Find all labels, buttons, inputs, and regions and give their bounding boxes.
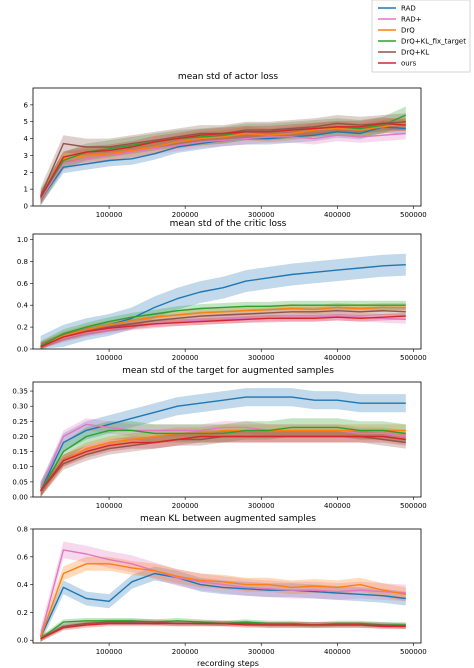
panel-1-ytick-label-6: 5: [24, 118, 28, 126]
panel-1-line-2: [40, 132, 406, 200]
panel-3-band-6: [40, 430, 406, 497]
panel-2: mean std of the critic loss 100000 200000…: [17, 219, 427, 362]
panel-1-line-6: [39, 122, 406, 198]
panel-1-band-5: [40, 113, 406, 205]
panel-1-ytick-label-3: 2: [24, 169, 28, 177]
panel-3-band-5: [40, 430, 406, 497]
panel-4-band-6: [40, 620, 406, 642]
panel-4-line-1: [39, 572, 406, 638]
panel-2-title: mean std of the critic loss: [170, 219, 287, 229]
panel-3-xtick-label-4: 400000: [324, 502, 351, 510]
panel-2-band-1: [40, 253, 406, 349]
panel-3-band-4: [40, 418, 406, 497]
panel-4-ytick-label-5: 0.8: [17, 526, 28, 534]
panel-4-xtick-label-3: 300000: [248, 648, 275, 656]
panel-2-band-2: [40, 311, 406, 349]
panel-2-line-4: [40, 304, 406, 347]
panel-4-line-6: [40, 622, 406, 640]
panel-1-xtick-label-3: 300000: [248, 211, 275, 219]
legend-label-5: DrQ+KL: [401, 49, 429, 57]
panel-4-ytick-label-1: 0.0: [17, 637, 28, 645]
panel-1-ytick-label-2: 1: [24, 186, 28, 194]
panel-2-ytick-label-2: 0.2: [17, 324, 28, 332]
panel-4-line-2: [39, 549, 406, 637]
panel-3-ytick-label-7: 0.30: [12, 403, 28, 411]
panel-3-ytick-label-4: 0.15: [12, 448, 28, 456]
panel-1-frame: [32, 87, 422, 207]
panel-4-xtick-label-4: 400000: [324, 648, 351, 656]
panel-2-ytick-label-4: 0.6: [17, 280, 29, 288]
panel-1-line-3: [39, 122, 406, 198]
panel-3-xtick-label-5: 500000: [400, 502, 427, 510]
panel-3-band-1: [40, 388, 406, 497]
panel-2-line-3: [40, 306, 406, 347]
panel-3-band-2: [40, 418, 406, 494]
panel-4-ytick-label-3: 0.4: [17, 581, 29, 589]
panel-3-xtick-label-2: 200000: [172, 502, 199, 510]
panel-4-ytick-label-4: 0.6: [17, 553, 29, 561]
panel-2-xtick-label-5: 500000: [400, 354, 427, 362]
panel-4-xtick-label-5: 500000: [400, 648, 427, 656]
panel-4-title: mean KL between augmented samples: [140, 514, 316, 524]
panel-2-ytick-label-3: 0.4: [17, 302, 29, 310]
panel-4-ytick-label-2: 0.2: [17, 609, 28, 617]
panel-4-band-3: [40, 556, 406, 643]
panel-3-line-3: [40, 429, 406, 492]
panel-2-line-2: [40, 315, 406, 348]
panel-4-frame: [32, 528, 422, 644]
panel-1-title: mean std of actor loss: [178, 72, 278, 82]
panel-3: mean std of the target for augmented sam…: [12, 366, 426, 510]
panel-1-xtick-label-5: 500000: [400, 211, 427, 219]
panel-3-title: mean std of the target for augmented sam…: [122, 366, 334, 376]
panel-4: mean KL between augmented samples 100000…: [17, 514, 427, 656]
panel-1-ytick-label-7: 6: [24, 101, 29, 109]
panel-1-band-4: [40, 106, 406, 206]
legend: RAD RAD+ DrQ DrQ+KL_fix_target DrQ+KL ours: [371, 0, 471, 73]
legend-label-3: DrQ: [401, 27, 415, 35]
panel-4-xtick-label-2: 200000: [172, 648, 199, 656]
panel-3-line-2: [39, 423, 406, 489]
x-axis-label: recording steps: [197, 659, 259, 668]
panel-3-xtick-label-3: 300000: [248, 502, 275, 510]
panel-2-xtick-label-4: 400000: [324, 354, 351, 362]
panel-1-ytick-label-1: 0: [24, 203, 28, 211]
panel-2-line-6: [40, 315, 406, 348]
panel-3-xtick-label-1: 100000: [96, 502, 123, 510]
panel-1-xtick-label-1: 100000: [96, 211, 123, 219]
panel-2-line-5: [40, 310, 406, 348]
panel-2-ytick-label-5: 0.8: [17, 258, 28, 266]
panel-1-xtick-label-4: 400000: [324, 211, 351, 219]
panel-3-ytick-label-1: 0.00: [12, 494, 28, 502]
panel-1-ytick-label-4: 3: [24, 152, 28, 160]
panel-2-xtick-label-3: 300000: [248, 354, 275, 362]
panel-2-frame: [32, 233, 422, 350]
panel-4-line-3: [39, 563, 406, 638]
legend-frame: [371, 0, 471, 73]
panel-3-line-6: [40, 435, 406, 492]
panel-1: mean std of actor loss 100000 200000 30000…: [24, 72, 427, 219]
panel-3-ytick-label-5: 0.20: [12, 433, 28, 441]
panel-4-xtick-label-1: 100000: [96, 648, 123, 656]
panel-1-xtick-label-2: 200000: [172, 211, 199, 219]
panel-4-band-2: [40, 541, 406, 643]
legend-label-2: RAD+: [401, 16, 422, 24]
legend-label-6: ours: [401, 60, 417, 68]
panel-3-frame: [32, 381, 422, 498]
panel-2-xtick-label-1: 100000: [96, 354, 123, 362]
panel-2-ytick-label-1: 0.0: [17, 346, 28, 354]
panel-3-line-4: [39, 426, 406, 492]
panel-3-ytick-label-8: 0.35: [12, 388, 28, 396]
panel-2-xtick-label-2: 200000: [172, 354, 199, 362]
panel-1-ytick-label-5: 4: [24, 135, 29, 143]
panel-3-ytick-label-2: 0.05: [12, 478, 28, 486]
panel-3-ytick-label-3: 0.10: [12, 463, 28, 471]
legend-label-4: DrQ+KL_fix_target: [401, 38, 466, 46]
panel-3-ytick-label-6: 0.25: [12, 418, 28, 426]
panel-4-band-4: [40, 618, 406, 642]
legend-label-1: RAD: [401, 5, 416, 13]
panel-2-ytick-label-6: 1.0: [17, 236, 28, 244]
